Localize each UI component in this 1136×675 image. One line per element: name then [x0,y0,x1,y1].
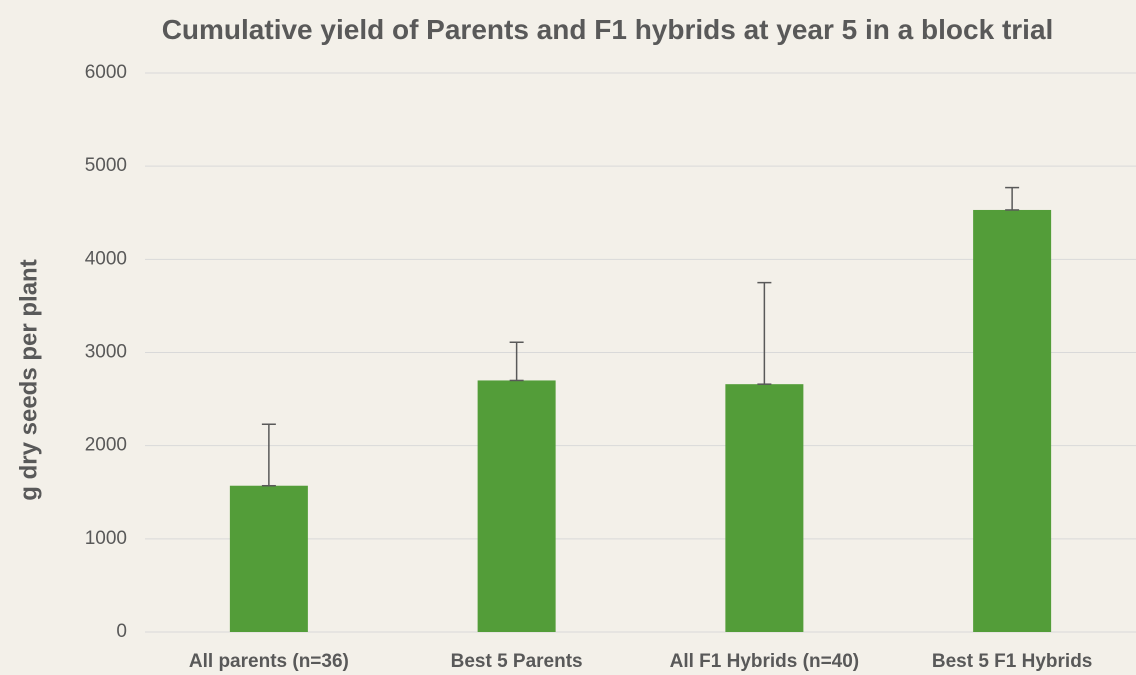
error-bar [1005,186,1020,211]
bar [973,209,1052,632]
y-tick-label: 4000 [85,248,127,269]
y-tick-label: 0 [116,621,127,642]
bar [229,485,308,632]
y-tick-label: 1000 [85,528,127,549]
error-bar [261,423,276,487]
y-axis-label: g dry seeds per plant [15,259,42,500]
bar [725,384,804,632]
y-tick-label: 2000 [85,435,127,456]
error-bar [757,281,772,385]
y-tick-label: 6000 [85,62,127,83]
y-tick-label: 3000 [85,342,127,363]
y-tick-label: 5000 [85,155,127,176]
x-tick-label: Best 5 F1 Hybrids [932,651,1093,672]
bar [477,380,556,632]
x-tick-label: All F1 Hybrids (n=40) [670,651,860,672]
error-bar [509,341,524,382]
x-tick-label: Best 5 Parents [451,651,583,672]
chart-title: Cumulative yield of Parents and F1 hybri… [161,14,1054,45]
x-tick-label: All parents (n=36) [189,651,349,672]
